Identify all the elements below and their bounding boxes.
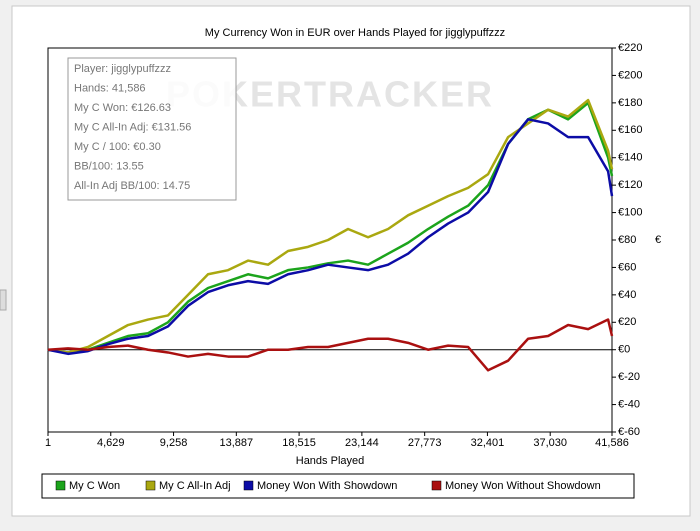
legend-label: My C Won	[69, 480, 120, 492]
legend-swatch	[55, 480, 66, 491]
series-line	[47, 101, 614, 354]
y-tick-label: €160	[618, 124, 642, 136]
x-tick-label: 4,629	[97, 437, 125, 449]
x-tick-label: 41,586	[595, 437, 629, 449]
tooltip-line: My C / 100: €0.30	[74, 141, 161, 153]
legend-swatch	[243, 480, 254, 491]
x-tick-label: 37,030	[533, 437, 567, 449]
legend-label: My C All-In Adj	[159, 480, 231, 492]
legend-label: Money Won With Showdown	[257, 480, 397, 492]
y-tick-label: €100	[618, 206, 642, 218]
x-tick-label: 32,401	[471, 437, 505, 449]
side-handle	[0, 289, 7, 311]
tooltip-line: Hands: 41,586	[74, 82, 146, 94]
y-tick-label: €180	[618, 97, 642, 109]
x-tick-label: 27,773	[408, 437, 442, 449]
y-axis-label: €	[655, 234, 661, 246]
legend	[41, 473, 635, 499]
legend-label: Money Won Without Showdown	[445, 480, 601, 492]
y-tick-label: €0	[618, 344, 630, 356]
tooltip-line: Player: jigglypuffzzz	[74, 63, 171, 75]
y-tick-label: €-40	[618, 398, 640, 410]
x-tick-label: 23,144	[345, 437, 379, 449]
x-tick-label: 18,515	[282, 437, 316, 449]
tooltip-line: All-In Adj BB/100: 14.75	[74, 180, 190, 192]
x-axis-label: Hands Played	[296, 455, 365, 467]
legend-swatch	[145, 480, 156, 491]
chart-title: My Currency Won in EUR over Hands Played…	[205, 27, 505, 39]
y-tick-label: €40	[618, 289, 636, 301]
series-line	[47, 318, 614, 372]
y-tick-label: €-60	[618, 426, 640, 438]
legend-swatch	[431, 480, 442, 491]
y-tick-label: €200	[618, 69, 642, 81]
y-tick-label: €140	[618, 152, 642, 164]
y-tick-label: €60	[618, 261, 636, 273]
tooltip-box	[67, 57, 237, 201]
y-tick-label: €120	[618, 179, 642, 191]
tooltip-line: My C All-In Adj: €131.56	[74, 121, 191, 133]
x-tick-label: 1	[45, 437, 51, 449]
tooltip-line: BB/100: 13.55	[74, 160, 144, 172]
tooltip-line: My C Won: €126.63	[74, 102, 171, 114]
series-line	[47, 118, 614, 356]
y-tick-label: €80	[618, 234, 636, 246]
y-tick-label: €-20	[618, 371, 640, 383]
x-tick-label: 9,258	[160, 437, 188, 449]
y-tick-label: €20	[618, 316, 636, 328]
y-tick-label: €220	[618, 42, 642, 54]
x-tick-label: 13,887	[220, 437, 254, 449]
